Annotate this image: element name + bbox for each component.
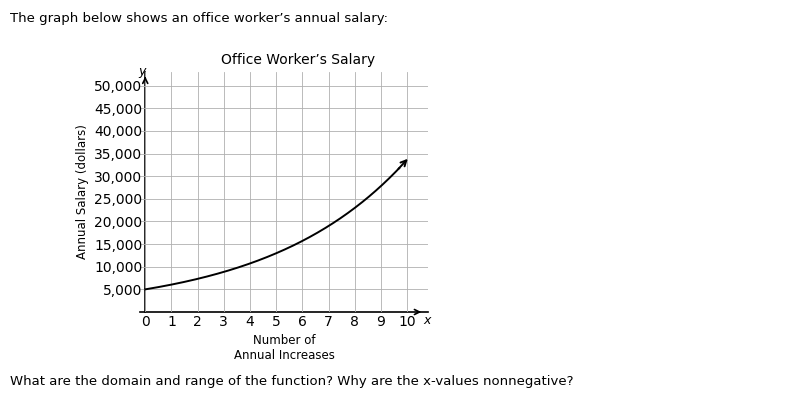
Text: The graph below shows an office worker’s annual salary:: The graph below shows an office worker’s…: [10, 12, 389, 25]
Text: x: x: [424, 314, 431, 327]
X-axis label: Number of
Annual Increases: Number of Annual Increases: [234, 334, 334, 362]
Title: Office Worker’s Salary: Office Worker’s Salary: [222, 53, 375, 67]
Text: y: y: [138, 64, 146, 78]
Y-axis label: Annual Salary (dollars): Annual Salary (dollars): [76, 124, 89, 260]
Text: What are the domain and range of the function? Why are the x-values nonnegative?: What are the domain and range of the fun…: [10, 375, 574, 388]
